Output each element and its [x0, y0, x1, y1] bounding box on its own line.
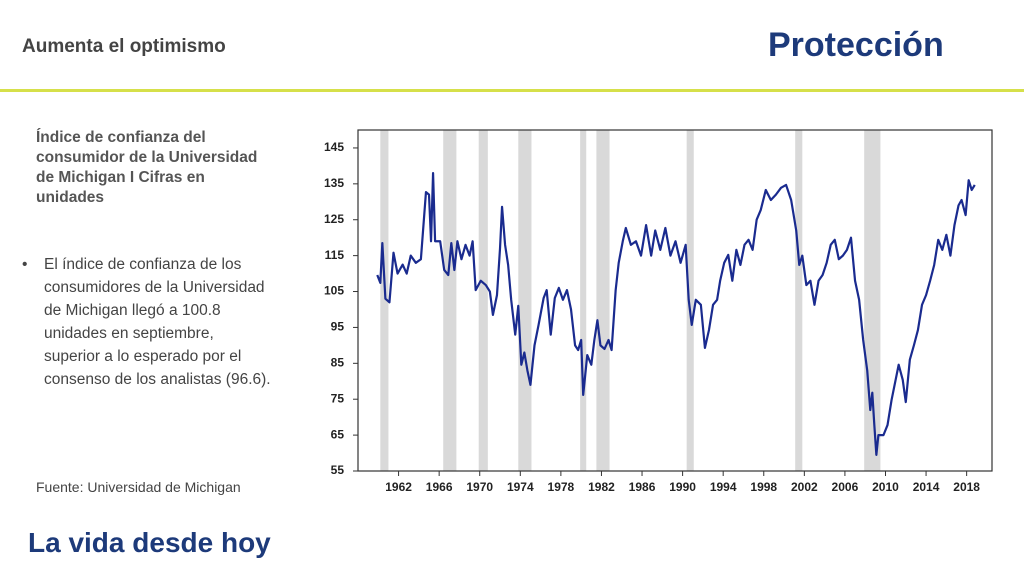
y-tick-label: 145: [324, 140, 344, 154]
shaded-period: [443, 130, 457, 471]
y-tick-label: 55: [331, 463, 345, 477]
bullet-item: • El índice de confianza de los consumido…: [22, 253, 272, 391]
x-tick-label: 1994: [710, 480, 737, 494]
shaded-period: [686, 130, 694, 471]
x-tick-label: 1978: [548, 480, 575, 494]
shaded-period: [795, 130, 803, 471]
y-tick-label: 95: [331, 320, 345, 334]
y-tick-label: 85: [331, 355, 345, 369]
plot-frame: [357, 129, 993, 472]
source: Fuente: Universidad de Michigan: [36, 479, 241, 495]
x-tick-label: 1962: [385, 480, 412, 494]
x-tick-label: 1982: [588, 480, 615, 494]
x-tick-label: 2018: [953, 480, 980, 494]
x-tick-label: 1966: [426, 480, 453, 494]
shaded-period: [518, 130, 532, 471]
shaded-period: [864, 130, 881, 471]
y-tick-label: 65: [331, 427, 345, 441]
x-tick-label: 2010: [872, 480, 899, 494]
x-tick-label: 1998: [750, 480, 777, 494]
divider: [0, 89, 1024, 92]
shaded-period: [580, 130, 587, 471]
x-tick-label: 1970: [466, 480, 493, 494]
x-tick-label: 1974: [507, 480, 534, 494]
y-tick-label: 105: [324, 284, 344, 298]
x-tick-label: 1990: [669, 480, 696, 494]
x-tick-label: 1986: [629, 480, 656, 494]
x-tick-label: 2014: [913, 480, 940, 494]
bullet-text: El índice de confianza de los consumidor…: [44, 256, 271, 388]
x-tick-label: 2006: [832, 480, 859, 494]
logo: Protección: [768, 26, 944, 64]
y-tick-label: 125: [324, 212, 344, 226]
slide-title: Aumenta el optimismo: [22, 36, 226, 57]
data-line: [376, 171, 976, 456]
shaded-period: [596, 130, 610, 471]
shaded-period: [380, 130, 389, 471]
y-tick-label: 135: [324, 176, 344, 190]
bullet-dot: •: [22, 256, 28, 273]
tagline: La vida desde hoy: [28, 527, 271, 558]
shaded-period: [478, 130, 488, 471]
chart-heading: Índice de confianza del consumidor de la…: [36, 129, 258, 206]
y-tick-label: 75: [331, 391, 345, 405]
x-tick-label: 2002: [791, 480, 818, 494]
y-tick-label: 115: [325, 248, 345, 262]
